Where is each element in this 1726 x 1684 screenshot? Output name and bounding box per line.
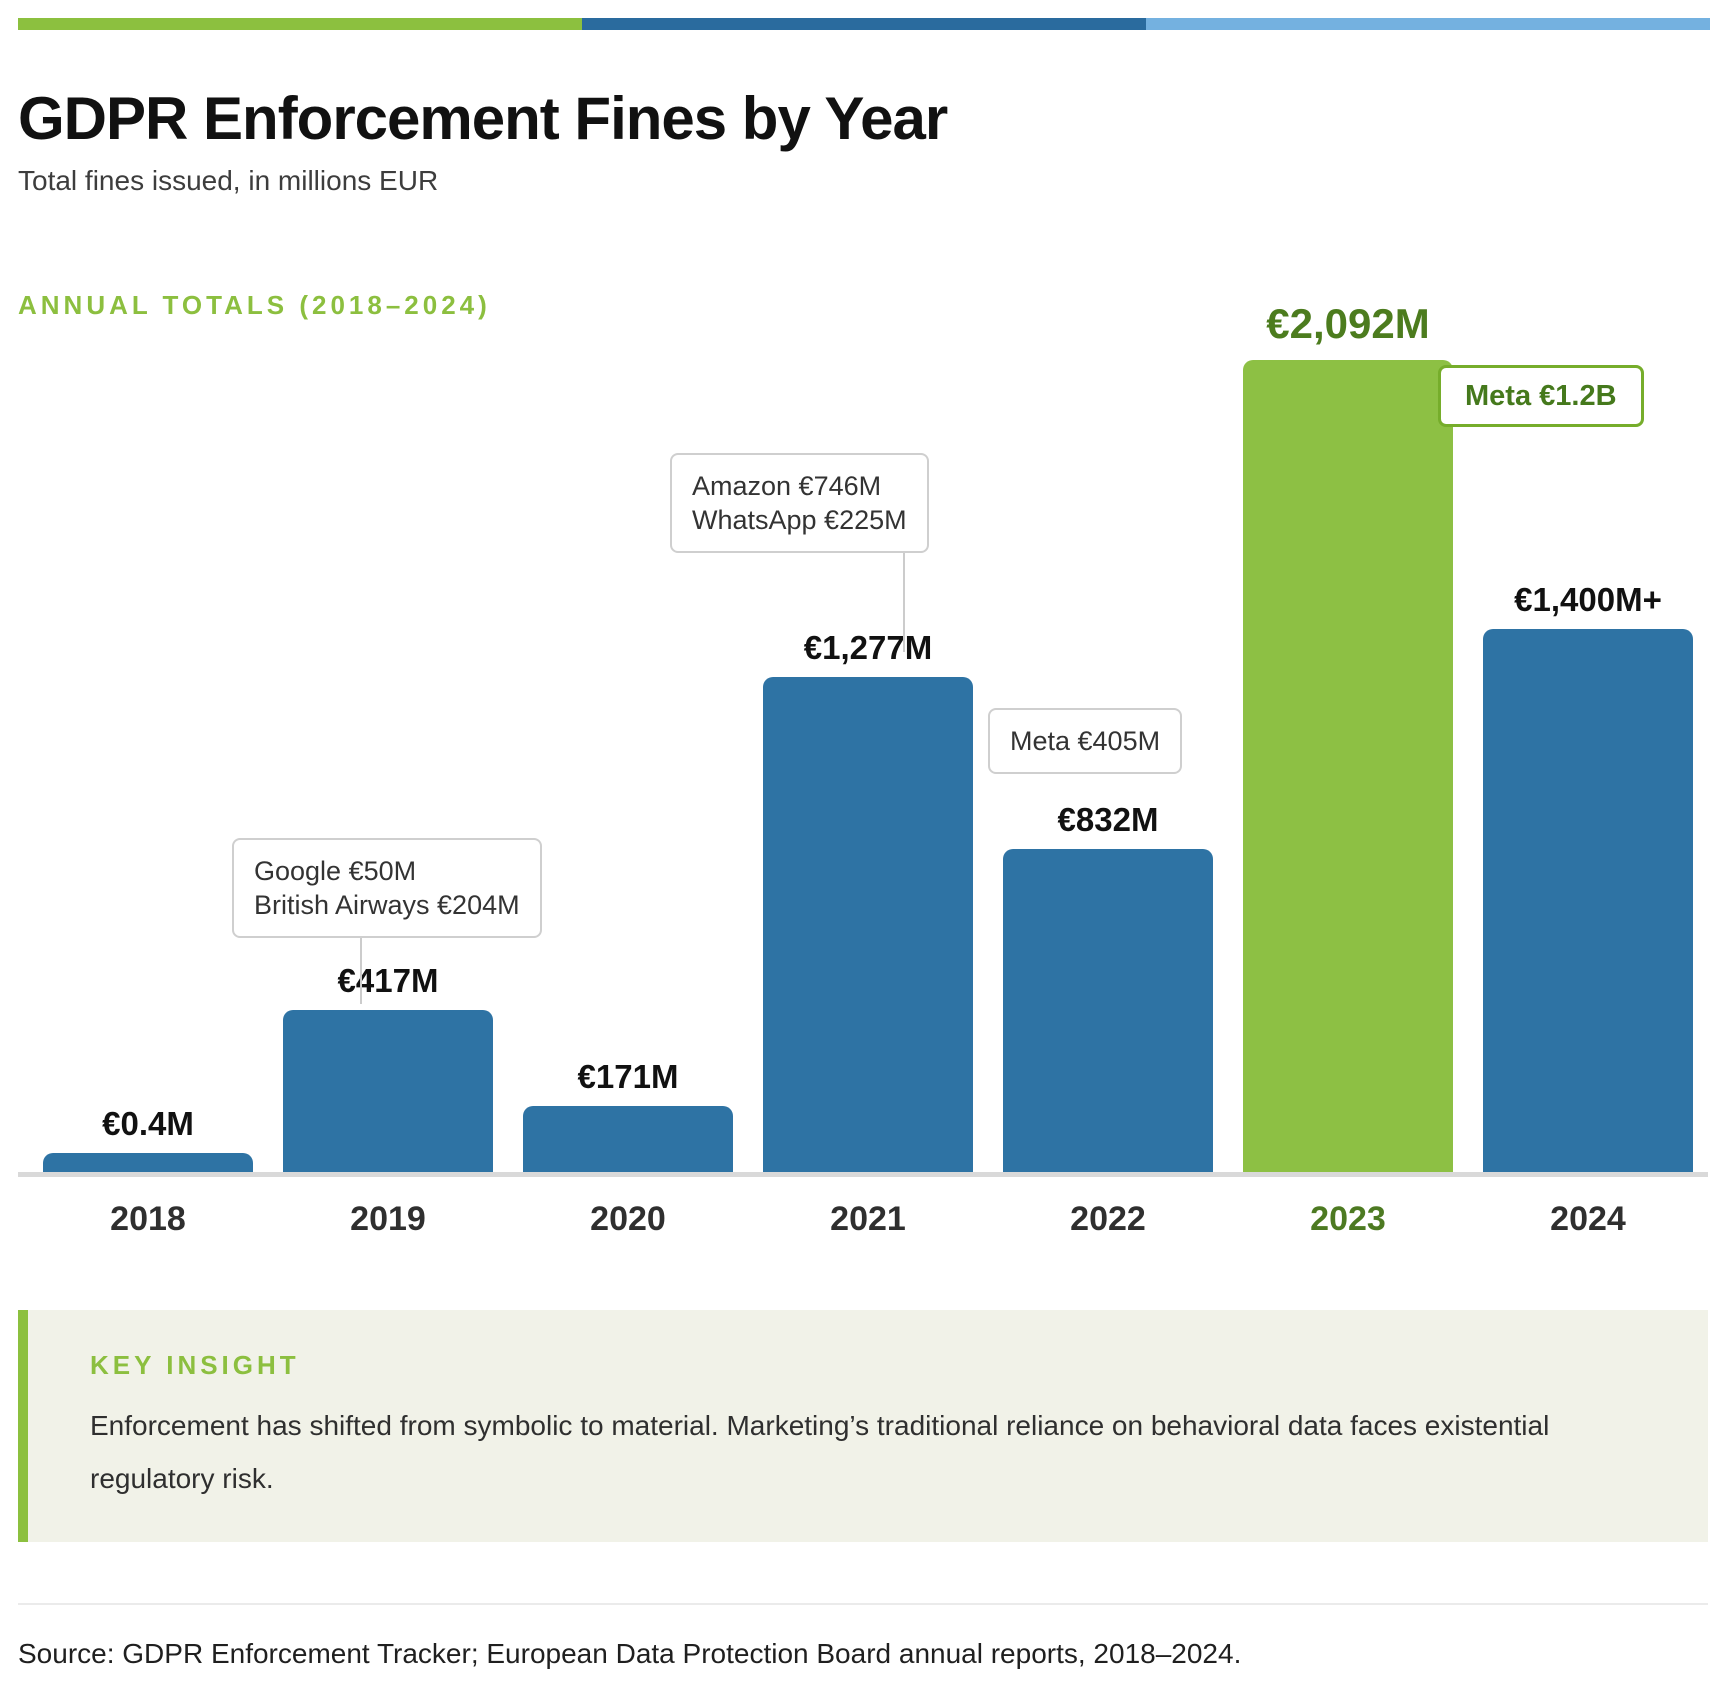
year-label-2018: 2018 <box>110 1200 186 1238</box>
bar-2021 <box>763 677 973 1172</box>
callout-2019-line-2: British Airways €204M <box>254 890 520 920</box>
year-label-2020: 2020 <box>590 1200 666 1238</box>
year-label-2019: 2019 <box>350 1200 426 1238</box>
accent-bar-segment-1 <box>18 18 582 30</box>
accent-bar-segment-3 <box>1146 18 1710 30</box>
bar-2020 <box>523 1106 733 1172</box>
value-label-2024: €1,400M+ <box>1514 581 1662 618</box>
chart-section-label: ANNUAL TOTALS (2018–2024) <box>18 290 491 320</box>
value-label-2022: €832M <box>1057 801 1159 838</box>
callout-2021-line-1: Amazon €746M <box>692 471 882 501</box>
callout-2021: Amazon €746M WhatsApp €225M <box>670 453 929 553</box>
year-label-2024: 2024 <box>1550 1200 1626 1238</box>
footer-divider <box>18 1603 1708 1605</box>
bar-2023 <box>1243 360 1453 1172</box>
chart-area: €0.4M 2018 €417M 2019 €171M 2020 €1,277M 2021 €8… <box>18 300 1708 1240</box>
source-note: Source: GDPR Enforcement Tracker; Europe… <box>18 1638 1242 1669</box>
page-subtitle: Total fines issued, in millions EUR <box>18 165 439 196</box>
callout-2023: Meta €1.2B <box>1438 365 1644 427</box>
callout-2022: Meta €405M <box>988 708 1183 774</box>
value-label-2023: €2,092M <box>1266 300 1430 347</box>
value-label-2021: €1,277M <box>803 629 933 666</box>
callout-2019: Google €50M British Airways €204M <box>232 838 542 938</box>
key-insight-text: Enforcement has shifted from symbolic to… <box>90 1410 1550 1494</box>
x-axis-line <box>18 1172 1708 1177</box>
callout-2019-line-1: Google €50M <box>254 856 417 886</box>
accent-bar <box>18 18 1710 30</box>
bar-2018 <box>43 1153 253 1172</box>
year-label-2023: 2023 <box>1310 1200 1386 1238</box>
year-label-2021: 2021 <box>830 1200 906 1238</box>
callout-2021-line-2: WhatsApp €225M <box>692 505 907 535</box>
bar-2019 <box>283 1010 493 1172</box>
page-title: GDPR Enforcement Fines by Year <box>18 85 948 152</box>
bar-2022 <box>1003 849 1213 1172</box>
value-label-2020: €171M <box>577 1058 679 1095</box>
callout-2023-line-1: Meta €1.2B <box>1465 380 1617 412</box>
key-insight-box: KEY INSIGHT Enforcement has shifted from… <box>18 1310 1708 1542</box>
callout-connector-2019 <box>360 934 362 1004</box>
year-label-2022: 2022 <box>1070 1200 1146 1238</box>
value-label-2019: €417M <box>337 962 439 999</box>
callout-2022-line-1: Meta €405M <box>1010 726 1161 756</box>
callout-connector-2021 <box>903 549 905 652</box>
bar-2024 <box>1483 629 1693 1172</box>
key-insight-label: KEY INSIGHT <box>90 1350 300 1380</box>
accent-bar-segment-2 <box>582 18 1146 30</box>
value-label-2018: €0.4M <box>102 1105 194 1142</box>
